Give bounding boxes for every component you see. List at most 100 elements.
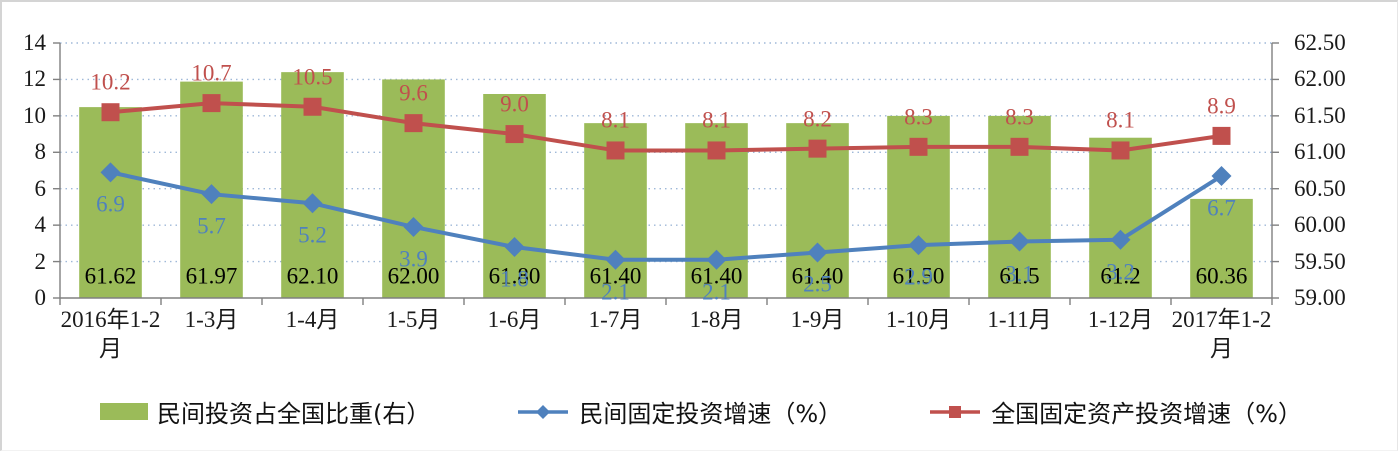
national-value-label: 8.3 (904, 104, 933, 130)
bar (79, 107, 142, 298)
private-value-label: 3.2 (1106, 259, 1135, 285)
x-axis-label: 1-8月 (689, 307, 744, 332)
line-private (108, 170, 1224, 262)
left-axis-tick-label: 10 (23, 102, 46, 128)
square-marker (101, 103, 120, 122)
private-value-label: 1.8 (500, 266, 529, 292)
diamond-marker (908, 235, 929, 256)
x-axis-label: 2017年1-2月 (1171, 307, 1272, 362)
bar-value-label: 61.5 (999, 263, 1040, 289)
legend-item[interactable]: 民间固定投资增速（%） (516, 394, 842, 429)
private-value-label: 5.2 (298, 222, 327, 248)
diamond-marker (302, 193, 323, 214)
square-marker (202, 94, 221, 113)
bar-value-label: 61.2 (1100, 263, 1141, 289)
x-axis-label: 1-3月 (184, 307, 239, 332)
x-axis-label: 2016年1-2月 (60, 307, 161, 362)
legend-diamond-marker-icon (518, 404, 569, 419)
legend-label: 民间固定投资增速（%） (579, 400, 843, 428)
bar-value-label: 60.36 (1195, 263, 1248, 289)
square-marker (1212, 126, 1231, 145)
legend-bar-swatch (100, 403, 148, 420)
bar-value-label: 61.50 (892, 263, 945, 289)
right-axis-tick-label: 61.00 (1294, 139, 1346, 165)
diamond-marker (605, 249, 626, 270)
square-marker (404, 114, 423, 133)
x-axis-label: 1-11月 (987, 307, 1052, 332)
bar (1190, 198, 1253, 298)
diamond-marker (403, 216, 424, 237)
bar (1089, 137, 1152, 298)
diamond-marker (504, 237, 525, 257)
right-axis-tick-label: 61.50 (1294, 102, 1346, 128)
right-axis-tick-label: 60.00 (1294, 212, 1346, 238)
national-value-label: 8.1 (702, 107, 731, 133)
diamond-marker (1110, 229, 1131, 250)
x-axis-categories: 2016年1-2月 1-3月 1-4月 1-5月 1-6月 1-7月 1-8月 1-9月 1-1… (60, 305, 1272, 381)
national-value-label: 8.2 (803, 106, 832, 132)
bar-value-label: 61.97 (185, 263, 238, 289)
right-axis-tick-label: 59.50 (1294, 248, 1346, 274)
square-marker (707, 141, 726, 160)
plot-svg (53, 42, 1279, 305)
left-axis-tick-label: 14 (23, 30, 46, 55)
square-marker (909, 137, 928, 156)
square-marker (1111, 141, 1130, 160)
x-axis-label: 1-7月 (588, 307, 643, 332)
bar-value-label: 61.40 (791, 263, 844, 289)
left-axis-tick-label: 0 (34, 285, 47, 310)
private-value-label: 2.5 (803, 271, 832, 297)
national-value-label: 10.2 (90, 69, 131, 95)
national-value-label: 8.9 (1207, 93, 1236, 119)
national-value-label: 10.5 (292, 64, 333, 90)
legend-item[interactable]: 全国固定资产投资增速（%） (928, 394, 1302, 429)
left-axis-tick-label: 12 (23, 66, 46, 92)
legend-label: 全国固定资产投资增速（%） (991, 400, 1302, 428)
square-marker (606, 141, 625, 160)
bar-value-label: 61.62 (84, 263, 137, 289)
diamond-marker (807, 242, 828, 263)
legend-label: 民间投资占全国比重(右） (157, 400, 431, 428)
bar-value-label: 61.40 (589, 263, 642, 289)
private-value-label: 2.9 (904, 264, 933, 290)
line-national (108, 101, 1224, 153)
legend-square-marker-icon (930, 405, 981, 418)
square-marker (505, 125, 524, 144)
bar-value-label: 62.00 (387, 263, 440, 289)
national-value-label: 8.1 (1106, 107, 1135, 133)
national-value-label: 8.3 (1005, 104, 1034, 130)
bar-value-label: 62.10 (286, 263, 339, 289)
right-axis-tick-label: 60.50 (1294, 175, 1346, 201)
private-value-label: 5.7 (197, 213, 226, 239)
diamond-marker (1211, 165, 1232, 186)
x-axis-label: 1-12月 (1087, 307, 1154, 332)
legend-item[interactable]: 民间投资占全国比重(右） (100, 394, 430, 429)
chart-legend: 民间投资占全国比重(右） 民间固定投资增速（%） 全国固定资产投资增速（%） (2, 394, 1397, 429)
national-value-label: 9.6 (399, 80, 428, 106)
square-marker (808, 139, 827, 158)
x-axis-label: 1-10月 (885, 307, 952, 332)
x-axis-label: 1-6月 (487, 307, 542, 332)
private-value-label: 2.1 (702, 279, 731, 305)
diamond-marker (201, 184, 222, 205)
right-axis-tick-label: 62.50 (1294, 30, 1346, 55)
private-value-label: 3.9 (399, 246, 428, 272)
x-axis-label: 1-5月 (386, 307, 441, 332)
right-axis-tick-label: 59.00 (1294, 285, 1346, 310)
national-value-label: 10.7 (191, 60, 232, 86)
left-axis-tick-label: 6 (34, 175, 47, 201)
right-axis: 59.00 59.50 60.00 60.50 61.00 61.50 62.00 62.50 (1294, 2, 1394, 450)
left-axis-tick-label: 4 (34, 212, 47, 238)
private-value-label: 3.1 (1005, 261, 1034, 287)
x-axis-label: 1-9月 (790, 307, 845, 332)
private-value-label: 2.1 (601, 279, 630, 305)
square-marker (303, 97, 322, 116)
national-value-label: 8.1 (601, 107, 630, 133)
right-axis-tick-label: 62.00 (1294, 66, 1346, 92)
bar-value-label: 61.80 (488, 263, 541, 289)
square-marker (1010, 137, 1029, 156)
diamond-marker (706, 249, 727, 270)
private-value-label: 6.7 (1207, 195, 1236, 221)
bar-value-label: 61.40 (690, 263, 743, 289)
